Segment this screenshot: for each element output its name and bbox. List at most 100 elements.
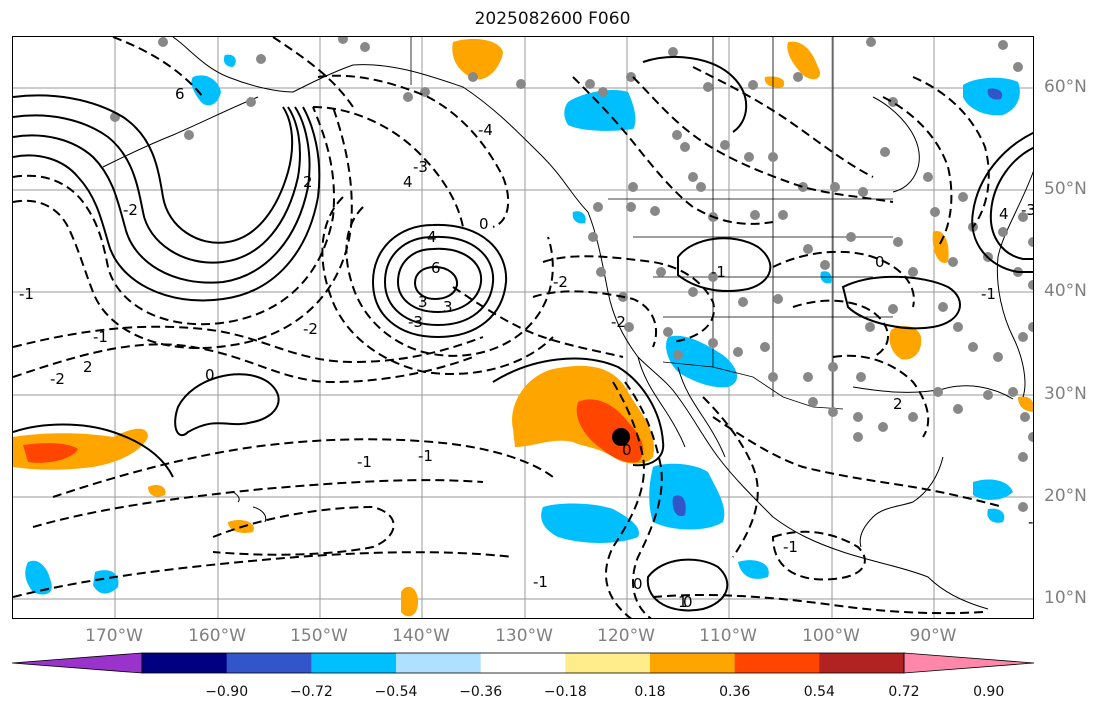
colorbar-segment bbox=[819, 653, 905, 673]
colorbar-tick-label: −0.18 bbox=[543, 684, 587, 700]
contour-label: -2 bbox=[50, 370, 65, 388]
station-dot bbox=[953, 322, 963, 332]
station-dot bbox=[923, 172, 933, 182]
station-dot bbox=[798, 182, 808, 192]
contour-neg-27 bbox=[882, 96, 953, 248]
station-dot bbox=[856, 372, 866, 382]
shade-neg-small bbox=[223, 54, 236, 67]
station-dot bbox=[808, 397, 818, 407]
lon-label: 130°W bbox=[495, 626, 553, 646]
station-dot bbox=[688, 287, 698, 297]
contour-neg-13 bbox=[604, 381, 645, 618]
station-dot bbox=[846, 232, 856, 242]
coast-west-na bbox=[587, 211, 989, 610]
station-dot bbox=[1018, 332, 1028, 342]
station-dot bbox=[1013, 62, 1023, 72]
map-panel[interactable]: 6 2 -1 -2 -3 -4 4 6 3 4 3 -3 0 -2 0 -1 2 -2 -1 -1 -1 0 1 -2 0 0 -1… bbox=[12, 36, 1034, 619]
station-dot bbox=[626, 202, 636, 212]
contour-high-ne-1 bbox=[971, 131, 1033, 273]
contour-label: 1 bbox=[678, 593, 688, 611]
station-dot bbox=[673, 350, 683, 360]
colorbar-tick-label: −0.36 bbox=[459, 684, 503, 700]
station-dot bbox=[998, 40, 1008, 50]
colorbar-tick-label: −0.54 bbox=[374, 684, 418, 700]
station-dot bbox=[256, 54, 266, 64]
station-dot bbox=[1018, 212, 1028, 222]
colorbar bbox=[11, 652, 1035, 674]
station-dot bbox=[930, 207, 940, 217]
colorbar-segment bbox=[311, 653, 397, 673]
coast-aleutian bbox=[102, 96, 259, 168]
contour-neg-3 bbox=[317, 74, 510, 228]
station-dot bbox=[663, 327, 673, 337]
station-dot bbox=[948, 257, 958, 267]
colorbar-svg bbox=[11, 652, 1035, 674]
station-dot bbox=[468, 72, 478, 82]
coast-gulf-us bbox=[852, 385, 1014, 400]
contour-low-west-1 bbox=[13, 94, 294, 244]
station-dot bbox=[708, 338, 718, 348]
border-us-mexico bbox=[662, 361, 844, 410]
contour-high-ne-2 bbox=[989, 146, 1033, 260]
shade-neg-mexico-inner bbox=[672, 495, 686, 517]
contour-label: -2 bbox=[1028, 513, 1034, 531]
contour-label: -2 bbox=[303, 320, 318, 338]
station-dot bbox=[656, 267, 666, 277]
lat-label: 30°N bbox=[1044, 384, 1087, 404]
shade-neg-mexico bbox=[649, 463, 725, 530]
station-dot bbox=[703, 82, 713, 92]
station-dot bbox=[158, 37, 168, 47]
colorbar-tick-label: 0.90 bbox=[973, 684, 1005, 700]
contour-high-ne-40n bbox=[841, 275, 961, 330]
station-dot bbox=[733, 347, 743, 357]
contour-label: 0 bbox=[683, 593, 693, 611]
shade-neg-s bbox=[738, 560, 769, 579]
station-markers bbox=[110, 37, 1033, 512]
colorbar-segment bbox=[226, 653, 312, 673]
station-dot bbox=[650, 206, 660, 216]
station-dot bbox=[516, 79, 526, 89]
contour-label: 0 bbox=[479, 215, 489, 233]
contour-label: -3 bbox=[413, 158, 428, 176]
contour-high-center-3 bbox=[371, 223, 508, 339]
station-dot bbox=[624, 322, 634, 332]
shade-pos-baja-inner bbox=[576, 399, 644, 463]
station-dot bbox=[720, 140, 730, 150]
station-dot bbox=[998, 227, 1008, 237]
station-dot bbox=[768, 372, 778, 382]
contour-label: -3 bbox=[1021, 201, 1034, 219]
contour-neg-23 bbox=[532, 290, 658, 348]
contour-label: 0 bbox=[875, 253, 885, 271]
lon-label: 90°W bbox=[909, 626, 957, 646]
contour-neg-7 bbox=[13, 343, 474, 384]
coast-gulf-mx bbox=[859, 456, 944, 548]
colorbar-segment bbox=[396, 653, 482, 673]
station-dot bbox=[968, 342, 978, 352]
station-dot bbox=[938, 302, 948, 312]
shade-neg-pac bbox=[541, 503, 639, 543]
contour-high-mex bbox=[492, 357, 665, 467]
coast-baja bbox=[637, 356, 686, 448]
station-dot bbox=[403, 92, 413, 102]
colorbar-extend-high bbox=[903, 652, 1035, 674]
lon-label: 140°W bbox=[392, 626, 450, 646]
lon-label: 120°W bbox=[597, 626, 655, 646]
contour-high-center-1 bbox=[396, 247, 483, 314]
station-dot bbox=[1020, 412, 1030, 422]
contour-label: 4 bbox=[403, 173, 413, 191]
contour-aleut-high bbox=[642, 56, 748, 133]
contour-label: -1 bbox=[93, 328, 108, 346]
colorbar-tick-label: −0.72 bbox=[289, 684, 333, 700]
contour-neg-26 bbox=[832, 354, 930, 438]
contour-label: 6 bbox=[431, 259, 441, 277]
colorbar-tick-label: 0.36 bbox=[719, 684, 751, 700]
station-dot bbox=[668, 47, 678, 57]
station-dot bbox=[598, 87, 608, 97]
contour-neg-4 bbox=[312, 106, 464, 228]
station-dot bbox=[888, 304, 898, 314]
contour-lines-dashed bbox=[13, 37, 1004, 618]
station-dot bbox=[953, 404, 963, 414]
contour-high-center-2 bbox=[383, 235, 495, 327]
coast-alaska bbox=[172, 37, 589, 213]
